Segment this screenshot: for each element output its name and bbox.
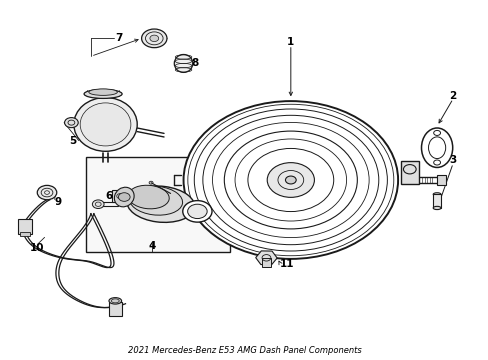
Text: 2: 2: [448, 91, 456, 101]
Bar: [400, 161, 418, 184]
Text: 4: 4: [148, 241, 155, 251]
Ellipse shape: [128, 185, 169, 209]
Ellipse shape: [129, 186, 182, 215]
Circle shape: [118, 193, 130, 201]
Bar: [112, 190, 128, 202]
Bar: [432, 194, 440, 208]
Bar: [436, 175, 445, 185]
Ellipse shape: [74, 98, 137, 151]
Ellipse shape: [114, 187, 134, 207]
Ellipse shape: [89, 89, 117, 95]
Ellipse shape: [80, 103, 131, 146]
Bar: [20, 232, 30, 236]
Text: 10: 10: [30, 243, 44, 253]
Circle shape: [266, 163, 314, 197]
Ellipse shape: [109, 298, 122, 304]
Circle shape: [92, 200, 104, 208]
Bar: [115, 193, 125, 200]
Bar: [261, 258, 271, 267]
Circle shape: [150, 35, 158, 41]
Ellipse shape: [127, 186, 194, 222]
Text: 6: 6: [105, 191, 112, 201]
Ellipse shape: [183, 201, 212, 222]
Text: 8: 8: [191, 58, 198, 68]
Bar: [109, 302, 122, 316]
Ellipse shape: [432, 206, 440, 210]
Ellipse shape: [187, 204, 207, 219]
Circle shape: [64, 118, 78, 128]
Ellipse shape: [84, 89, 122, 98]
Circle shape: [183, 101, 397, 259]
Ellipse shape: [174, 54, 192, 72]
Text: 1: 1: [286, 37, 294, 47]
Text: 5: 5: [69, 136, 76, 145]
Circle shape: [285, 176, 296, 184]
Text: 9: 9: [55, 197, 61, 207]
Text: 2021 Mercedes-Benz E53 AMG Dash Panel Components: 2021 Mercedes-Benz E53 AMG Dash Panel Co…: [127, 346, 361, 355]
Text: 7: 7: [115, 33, 122, 43]
Circle shape: [142, 29, 166, 48]
Text: 3: 3: [448, 155, 456, 165]
Bar: [86, 157, 229, 252]
Ellipse shape: [432, 193, 440, 196]
Bar: [18, 220, 32, 234]
Text: 11: 11: [280, 259, 294, 269]
Circle shape: [37, 185, 57, 200]
